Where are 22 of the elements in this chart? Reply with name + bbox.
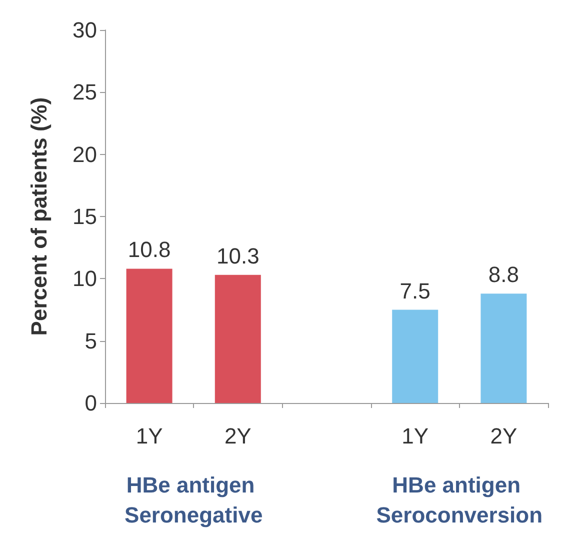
data-label: 7.5 (400, 278, 430, 304)
y-tick-label: 30 (72, 18, 97, 42)
y-tick-label: 0 (84, 390, 97, 416)
text: HBe antigen Seronegative (124, 472, 263, 528)
y-tick-label: 20 (72, 142, 97, 167)
y-tick-label: 10 (72, 266, 97, 292)
text: HBe antigen Seroconversion (376, 472, 543, 528)
bar (126, 268, 172, 403)
y-tick-label: 15 (72, 204, 97, 229)
data-label: 10.8 (128, 237, 171, 262)
x-tick-label: 1Y (402, 424, 429, 448)
bar (480, 294, 527, 403)
bar (392, 310, 438, 403)
x-tick-label: 1Y (136, 424, 164, 448)
y-tick-label: 5 (84, 328, 97, 354)
x-tick-label: 2Y (224, 424, 252, 448)
data-label: 10.3 (216, 243, 260, 268)
bar (214, 274, 261, 403)
y-tick-label: 25 (72, 80, 97, 105)
y-axis-title: Percent of patients (%) (26, 97, 52, 336)
data-label: 8.8 (488, 262, 519, 288)
x-tick-label: 2Y (490, 424, 518, 448)
